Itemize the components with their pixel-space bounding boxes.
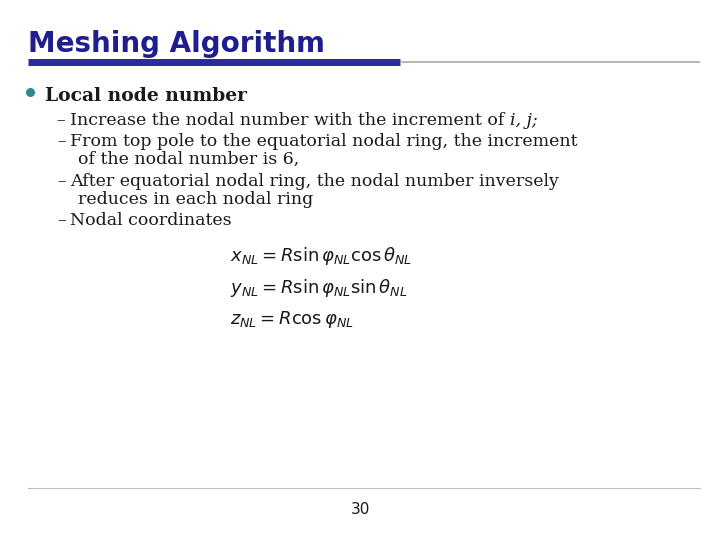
Text: Increase the nodal number with the increment of: Increase the nodal number with the incre… bbox=[70, 112, 510, 129]
Text: of the nodal number is 6,: of the nodal number is 6, bbox=[78, 151, 300, 168]
Text: –: – bbox=[57, 112, 71, 129]
Text: –: – bbox=[57, 133, 66, 150]
Text: After equatorial nodal ring, the nodal number inversely: After equatorial nodal ring, the nodal n… bbox=[70, 173, 559, 190]
Text: $x_{NL} = R\sin\varphi_{NL}\cos\theta_{NL}$: $x_{NL} = R\sin\varphi_{NL}\cos\theta_{N… bbox=[230, 245, 412, 267]
Text: reduces in each nodal ring: reduces in each nodal ring bbox=[78, 191, 313, 208]
Text: $z_{NL} = R\cos\varphi_{NL}$: $z_{NL} = R\cos\varphi_{NL}$ bbox=[230, 309, 354, 330]
Text: $y_{NL} = R\sin\varphi_{NL}\sin\theta_{NL}$: $y_{NL} = R\sin\varphi_{NL}\sin\theta_{N… bbox=[230, 277, 408, 299]
Text: From top pole to the equatorial nodal ring, the increment: From top pole to the equatorial nodal ri… bbox=[70, 133, 577, 150]
Text: Nodal coordinates: Nodal coordinates bbox=[70, 212, 232, 229]
Text: –: – bbox=[57, 212, 66, 229]
Text: –: – bbox=[57, 173, 66, 190]
Text: i, j;: i, j; bbox=[510, 112, 538, 129]
Text: Meshing Algorithm: Meshing Algorithm bbox=[28, 30, 325, 58]
Text: Local node number: Local node number bbox=[45, 87, 247, 105]
Text: 30: 30 bbox=[351, 502, 369, 517]
